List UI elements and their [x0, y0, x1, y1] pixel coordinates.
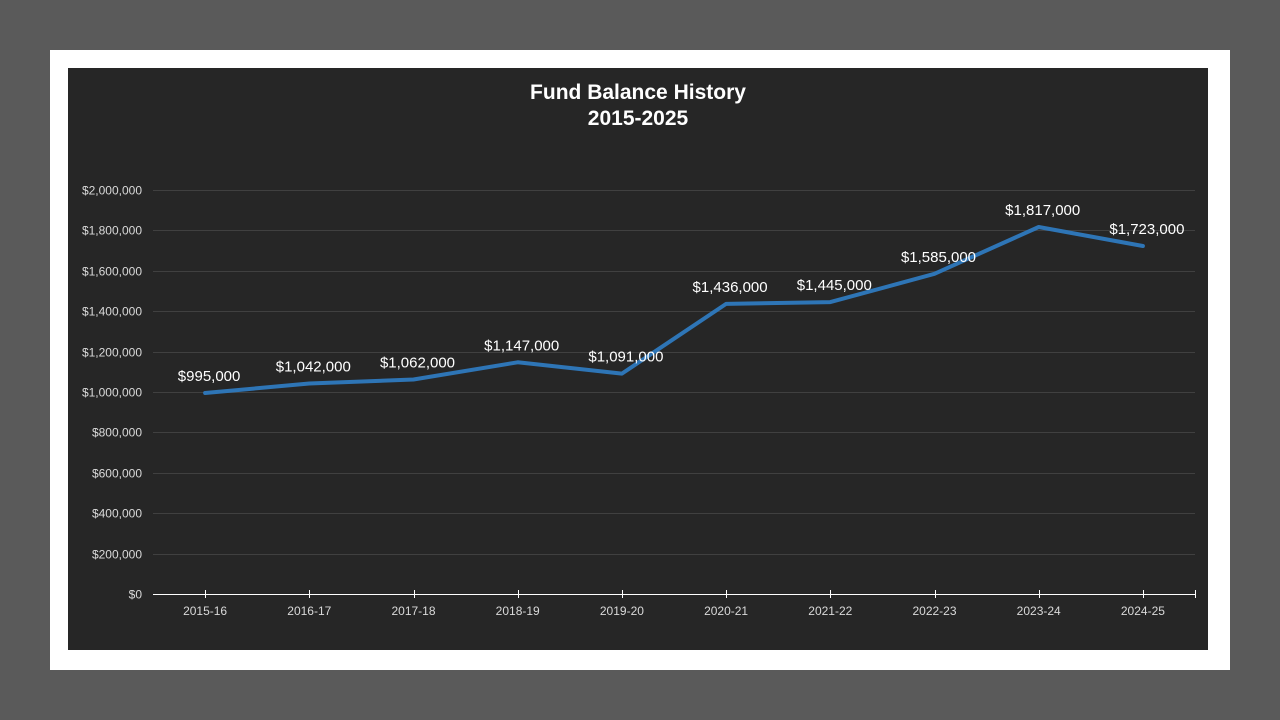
- x-tick-label: 2017-18: [391, 604, 435, 618]
- y-tick-label: $1,200,000: [82, 346, 142, 360]
- x-tick-label: 2022-23: [912, 604, 956, 618]
- gridlines: [153, 190, 1195, 555]
- y-tick-label: $1,600,000: [82, 265, 142, 279]
- x-tick-label: 2019-20: [600, 604, 644, 618]
- data-label: $995,000: [178, 368, 241, 385]
- x-tick-label: 2015-16: [183, 604, 227, 618]
- y-tick-label: $1,400,000: [82, 305, 142, 319]
- y-tick-label: $200,000: [92, 548, 142, 562]
- x-tick-label: 2023-24: [1017, 604, 1061, 618]
- y-tick-label: $0: [129, 588, 143, 602]
- y-tick-label: $600,000: [92, 467, 142, 481]
- chart-title-line2: 2015-2025: [587, 107, 689, 130]
- x-tick-label: 2016-17: [287, 604, 331, 618]
- chart-frame: Fund Balance History 2015-2025 $0 $200,00…: [50, 50, 1230, 670]
- chart-title: Fund Balance History 2015-2025: [68, 80, 1208, 132]
- y-tick-label: $800,000: [92, 426, 142, 440]
- data-labels: $995,000 $1,042,000 $1,062,000 $1,147,000 $1…: [178, 202, 1185, 385]
- data-label: $1,445,000: [797, 277, 872, 294]
- data-label: $1,062,000: [380, 354, 455, 371]
- chart-panel: Fund Balance History 2015-2025 $0 $200,00…: [68, 68, 1208, 650]
- y-tick-label: $2,000,000: [82, 184, 142, 198]
- data-label: $1,042,000: [276, 359, 351, 376]
- chart-title-line1: Fund Balance History: [530, 81, 746, 104]
- data-label: $1,817,000: [1005, 202, 1080, 219]
- data-label: $1,585,000: [901, 249, 976, 266]
- y-tick-label: $1,000,000: [82, 386, 142, 400]
- x-axis: 2015-16 2016-17 2017-18 2018-19 2019-20 2020-…: [153, 590, 1196, 618]
- y-tick-label: $1,800,000: [82, 224, 142, 238]
- data-label: $1,091,000: [588, 349, 663, 366]
- x-tick-label: 2024-25: [1121, 604, 1165, 618]
- data-label: $1,436,000: [693, 279, 768, 296]
- y-axis: $0 $200,000 $400,000 $600,000 $800,000 $1,000…: [82, 184, 142, 602]
- y-tick-label: $400,000: [92, 507, 142, 521]
- fund-balance-line: [203, 225, 1145, 395]
- data-label: $1,723,000: [1109, 221, 1184, 238]
- x-tick-label: 2018-19: [496, 604, 540, 618]
- data-label: $1,147,000: [484, 337, 559, 354]
- x-tick-label: 2020-21: [704, 604, 748, 618]
- x-tick-label: 2021-22: [808, 604, 852, 618]
